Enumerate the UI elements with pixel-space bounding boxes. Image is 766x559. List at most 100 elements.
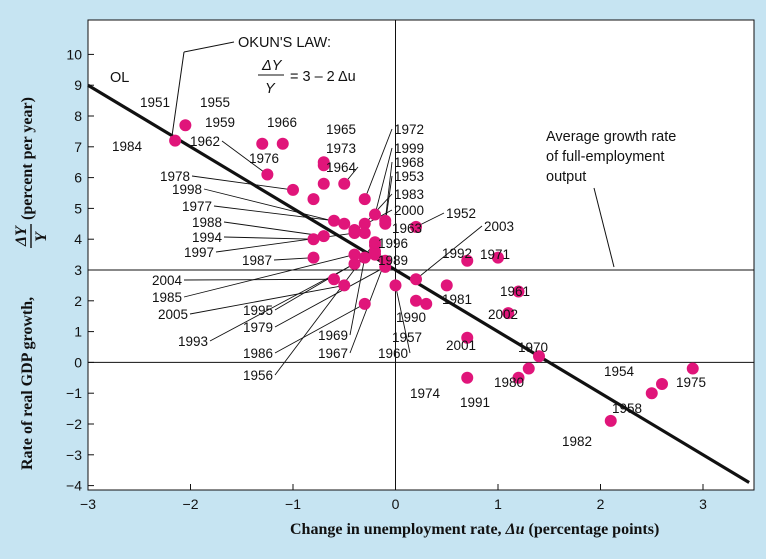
data-point-1976: [307, 193, 320, 206]
full-employment-pointer: [593, 187, 615, 268]
year-label-1987: 1987: [242, 253, 272, 268]
x-tick-label: 3: [699, 496, 707, 512]
year-label-1981: 1981: [442, 292, 472, 307]
year-label-1955: 1955: [200, 95, 230, 110]
year-label-1977: 1977: [182, 199, 212, 214]
x-tick-label: 0: [392, 496, 400, 512]
data-point-1953: [379, 217, 392, 230]
okun-annotation: OKUN'S LAW: ΔY Y = 3 – 2 Δu: [171, 35, 356, 137]
year-label-1961: 1961: [500, 284, 530, 299]
year-label-1951: 1951: [140, 95, 170, 110]
year-label-1960: 1960: [378, 346, 408, 361]
leader-1985: [183, 254, 355, 298]
leader-2004: [183, 278, 335, 281]
year-label-1975: 1975: [676, 375, 706, 390]
year-label-1988: 1988: [192, 215, 222, 230]
year-label-1990: 1990: [396, 310, 426, 325]
y-tick-label: 2: [74, 293, 82, 309]
y-tick-label: −2: [66, 416, 82, 432]
data-point-2004: [328, 273, 340, 286]
x-axis-title-var: Δu: [505, 521, 525, 538]
data-point-1962: [261, 168, 274, 181]
data-point-1981: [440, 279, 453, 292]
leader-1999: [374, 147, 393, 215]
data-point-1997: [348, 227, 361, 240]
leader-1962: [221, 140, 268, 175]
data-point-1969: [358, 251, 371, 264]
full-employment-line-3: output: [546, 169, 586, 185]
data-point-1957: [420, 297, 433, 310]
year-label-2000: 2000: [394, 203, 424, 218]
data-point-1992: [461, 254, 474, 267]
data-point-2001: [461, 331, 474, 344]
leader-1994: [223, 236, 314, 240]
y-axis-frac-den: Y: [33, 231, 50, 242]
x-axis-title: Change in unemployment rate, Δu (percent…: [290, 521, 659, 538]
year-label-1973: 1973: [326, 141, 356, 156]
data-point-1965: [317, 159, 330, 172]
year-label-1959: 1959: [205, 115, 235, 130]
leader-2003: [415, 225, 483, 280]
y-axis-title: Rate of real GDP growth, ΔY Y (percent p…: [13, 97, 50, 470]
x-tick-label: −1: [285, 496, 301, 512]
full-employment-line-2: of full-employment: [546, 149, 664, 165]
year-label-1957: 1957: [392, 330, 422, 345]
data-point-1986: [358, 297, 371, 310]
data-point-1977: [328, 214, 340, 227]
axis-ticks: −4 −3 −2 −1 0 1 2 3 4 5 6 7 8 9 10 −3 −2 −1 0 1 2 3: [66, 46, 707, 512]
y-tick-label: 7: [74, 139, 82, 155]
data-point-1951: [179, 119, 192, 132]
year-label-1954: 1954: [604, 364, 635, 379]
data-point-1972: [358, 193, 371, 206]
data-point-1963: [358, 227, 371, 240]
leader-1986: [274, 303, 365, 354]
okun-pointer: [183, 41, 235, 53]
leader-2005: [189, 284, 345, 315]
data-point-1982: [604, 414, 617, 427]
year-label-1996: 1996: [378, 236, 408, 251]
data-point-1980: [522, 362, 535, 375]
data-point-1990: [410, 294, 422, 307]
data-point-1975: [686, 362, 699, 375]
leader-1972: [364, 128, 393, 200]
data-point-1959: [256, 137, 269, 150]
y-tick-label: −1: [66, 385, 82, 401]
year-label-1966: 1966: [267, 115, 297, 130]
year-label-1991: 1991: [460, 395, 490, 410]
leader-1969: [349, 257, 366, 336]
y-tick-label: −4: [66, 478, 82, 494]
data-point-1956: [369, 236, 381, 249]
okun-lhs-num: ΔY: [261, 58, 283, 74]
year-label-1972: 1972: [394, 122, 424, 137]
y-axis-title-suffix: (percent per year): [19, 97, 36, 220]
year-label-1984: 1984: [112, 139, 143, 154]
okun-lhs-den: Y: [265, 81, 276, 97]
leader-1979: [274, 266, 386, 328]
year-label-1964: 1964: [326, 160, 357, 175]
year-label-2005: 2005: [158, 307, 188, 322]
leader-1978: [191, 175, 294, 191]
leader-1988: [223, 221, 324, 237]
leader-1977: [213, 205, 335, 222]
year-label-2002: 2002: [488, 307, 518, 322]
y-tick-label: 10: [66, 46, 82, 62]
data-point-2002: [502, 307, 515, 320]
year-label-1982: 1982: [562, 434, 592, 449]
year-label-2003: 2003: [484, 219, 514, 234]
year-label-1986: 1986: [243, 346, 273, 361]
leader-1987: [273, 257, 314, 261]
x-axis-title-unit: (percentage points): [525, 521, 660, 538]
y-tick-label: 4: [74, 231, 82, 247]
y-tick-label: 8: [74, 108, 82, 124]
y-tick-label: 3: [74, 262, 82, 278]
x-tick-label: −3: [80, 496, 96, 512]
data-point-2003: [410, 273, 422, 286]
year-label-1963: 1963: [392, 221, 422, 236]
y-axis-title-prefix: Rate of real GDP growth,: [19, 297, 36, 470]
data-point-1952: [410, 220, 422, 233]
data-point-1978: [287, 183, 299, 196]
leader-1960: [395, 285, 411, 354]
okun-title: OKUN'S LAW:: [238, 35, 331, 51]
year-label-1976: 1976: [249, 151, 279, 166]
